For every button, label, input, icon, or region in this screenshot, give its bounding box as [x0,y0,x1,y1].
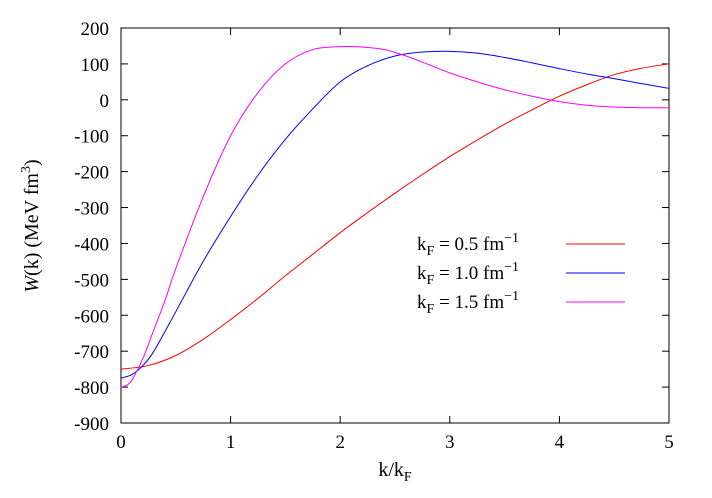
legend-superscript: −1 [504,260,519,275]
series-line-3 [120,45,670,388]
x-tick-label: 5 [664,432,674,453]
y-tick-label: -500 [74,270,109,291]
legend-label-1: kF = 0.5 fm−1 [417,231,519,259]
y-tick-label: 0 [100,91,110,112]
legend-subscript: F [427,244,435,259]
plot-area-border [120,27,670,424]
x-axis: 0 1 2 3 4 5 [116,28,674,453]
legend-k: k [417,263,427,284]
x-tick-label: 0 [116,432,126,453]
legend-k: k [417,234,427,255]
legend-superscript: −1 [504,231,519,246]
x-tick-label: 3 [445,432,455,453]
legend-subscript: F [427,302,435,317]
y-tick-label: -400 [74,234,109,255]
legend-subscript: F [427,273,435,288]
legend-eq: = 1.5 fm [434,292,504,313]
series-layer [120,45,670,388]
y-axis-label-superscript: 3 [19,166,34,173]
y-tick-label: -200 [74,163,109,184]
legend-eq: = 0.5 fm [434,234,504,255]
y-tick-label: -800 [74,378,109,399]
legend-label-3: kF = 1.5 fm−1 [417,289,519,317]
y-tick-label: -900 [74,414,109,435]
y-tick-label: -100 [74,127,109,148]
y-axis-label-main: (k) (MeV fm [21,173,43,276]
legend-eq: = 1.0 fm [434,263,504,284]
x-tick-label: 1 [226,432,236,453]
x-tick-label: 2 [335,432,345,453]
legend-label-2: kF = 1.0 fm−1 [417,260,519,288]
legend: kF = 0.5 fm−1kF = 1.0 fm−1kF = 1.5 fm−1 [417,231,625,317]
y-axis-label-italic: W [21,274,43,293]
y-axis-label-end: ) [21,159,43,166]
y-tick-label: -300 [74,199,109,220]
x-tick-label: 4 [555,432,565,453]
y-tick-label: -600 [74,306,109,327]
legend-k: k [417,292,427,313]
y-axis: -900 -800 -700 -600 -500 -400 -300 -200 -100 0 100… [74,19,669,435]
x-axis-label: k/kF [378,459,412,485]
series-line-1 [120,63,670,370]
y-tick-label: 200 [81,19,110,40]
legend-superscript: −1 [504,289,519,304]
plot-frame [120,27,670,424]
series-line-2 [120,50,670,379]
x-axis-label-subscript: F [404,470,412,485]
x-axis-label-main: k/k [378,459,404,481]
y-tick-label: 100 [81,55,110,76]
y-axis-label: W(k) (MeV fm3) [19,159,43,292]
y-tick-label: -700 [74,342,109,363]
